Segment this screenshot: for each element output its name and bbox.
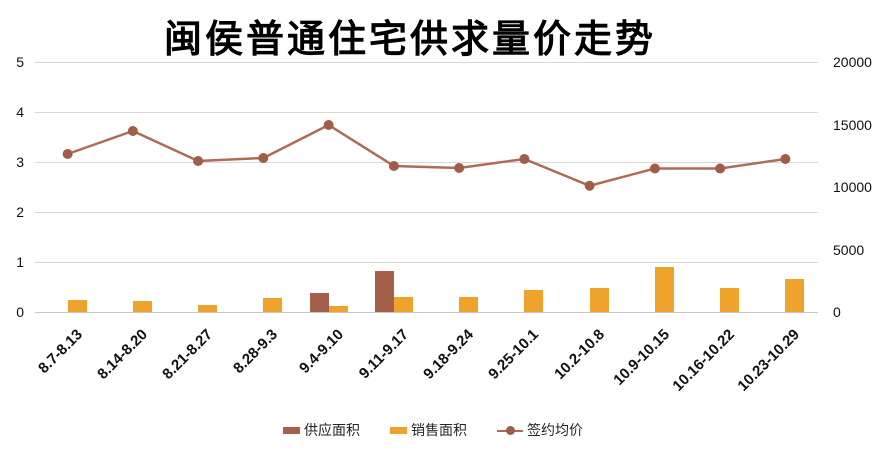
left-tick-1: 1 bbox=[16, 254, 24, 270]
bar-销售面积-10.16-10.22 bbox=[720, 288, 740, 312]
avg-price-point-10.2-10.8 bbox=[584, 180, 595, 191]
left-tick-2: 2 bbox=[16, 204, 24, 220]
gridline-1 bbox=[35, 262, 818, 263]
avg-price-point-9.25-10.1 bbox=[519, 154, 530, 164]
legend-label-supply-area: 供应面积 bbox=[304, 422, 360, 438]
bar-销售面积-9.18-9.24 bbox=[459, 297, 479, 312]
bar-销售面积-10.2-10.8 bbox=[589, 287, 609, 312]
supply-area-swatch-icon bbox=[283, 426, 300, 434]
avg-price-point-9.4-9.10 bbox=[323, 120, 334, 130]
bar-销售面积-10.9-10.15 bbox=[654, 267, 674, 312]
bar-供应面积-9.4-9.10 bbox=[309, 292, 329, 312]
right-tick-15000: 15000 bbox=[833, 116, 872, 133]
gridline-3 bbox=[35, 162, 818, 163]
legend-label-sales-area: 销售面积 bbox=[411, 422, 467, 438]
right-tick-20000: 20000 bbox=[833, 54, 872, 70]
avg-price-line-marker-icon bbox=[497, 425, 523, 435]
avg-price-point-8.28-9.3 bbox=[258, 153, 269, 163]
avg-price-point-9.11-9.17 bbox=[388, 161, 399, 171]
avg-price-point-10.9-10.15 bbox=[649, 163, 660, 174]
legend-label-avg-price: 签约均价 bbox=[527, 422, 583, 438]
left-tick-5: 5 bbox=[16, 54, 24, 70]
left-tick-3: 3 bbox=[16, 154, 24, 170]
right-tick-10000: 10000 bbox=[833, 179, 872, 195]
bar-销售面积-8.7-8.13 bbox=[67, 299, 87, 312]
bar-销售面积-8.14-8.20 bbox=[132, 301, 152, 312]
avg-price-point-8.7-8.13 bbox=[62, 149, 73, 159]
legend-item-sales-area: 销售面积 bbox=[390, 420, 467, 440]
bar-销售面积-9.4-9.10 bbox=[328, 305, 348, 312]
legend-item-supply-area: 供应面积 bbox=[283, 420, 360, 440]
gridline-4 bbox=[35, 112, 818, 113]
legend: 供应面积 销售面积 签约均价 bbox=[0, 419, 866, 441]
bar-销售面积-9.25-10.1 bbox=[524, 289, 544, 312]
chart-title: 闽侯普通住宅供求量价走势 bbox=[163, 19, 656, 61]
sales-area-swatch-icon bbox=[390, 426, 407, 434]
bar-销售面积-10.23-10.29 bbox=[785, 278, 805, 312]
bar-销售面积-8.28-9.3 bbox=[263, 298, 283, 312]
bar-供应面积-9.11-9.17 bbox=[374, 271, 394, 312]
right-tick-0: 0 bbox=[833, 304, 841, 320]
left-tick-4: 4 bbox=[16, 104, 24, 120]
right-tick-5000: 5000 bbox=[833, 241, 865, 258]
avg-price-point-10.23-10.29 bbox=[780, 154, 791, 164]
avg-price-point-8.14-8.20 bbox=[127, 126, 138, 136]
legend-item-avg-price: 签约均价 bbox=[497, 420, 583, 440]
avg-price-point-9.18-9.24 bbox=[454, 163, 465, 173]
gridline-2 bbox=[35, 212, 818, 213]
bar-销售面积-8.21-8.27 bbox=[198, 304, 218, 312]
gridline-5 bbox=[35, 62, 818, 63]
avg-price-line bbox=[67, 123, 786, 188]
avg-price-point-10.16-10.22 bbox=[715, 163, 726, 174]
avg-price-point-8.21-8.27 bbox=[193, 156, 204, 166]
left-tick-0: 0 bbox=[16, 304, 24, 320]
gridline-0 bbox=[35, 312, 818, 313]
bar-销售面积-9.11-9.17 bbox=[393, 297, 413, 312]
price-line-series bbox=[62, 120, 791, 191]
